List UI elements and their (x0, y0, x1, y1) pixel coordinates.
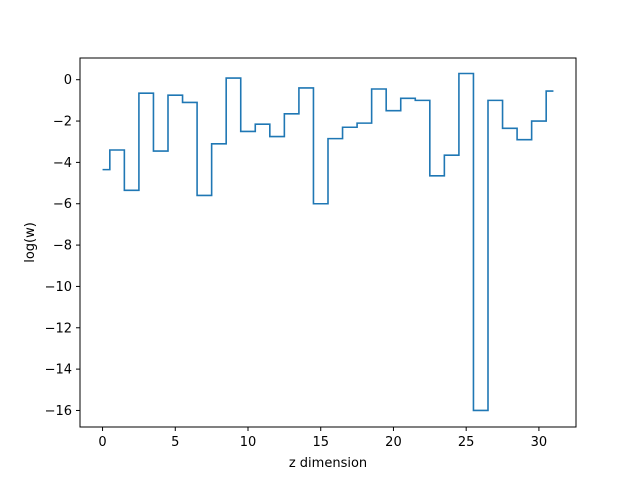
y-tick-label: −12 (45, 321, 72, 336)
y-tick-label: −14 (45, 363, 72, 378)
y-axis-ticks: 0 −2 −4 −6 −8 −10 −12 −14 −16 (45, 73, 80, 419)
x-tick-label: 0 (98, 435, 106, 450)
y-tick-label: −8 (53, 239, 72, 254)
x-tick-label: 30 (531, 435, 548, 450)
y-tick-label: −4 (53, 156, 72, 171)
y-tick-label: −6 (53, 197, 72, 212)
series-layer (102, 72, 554, 412)
plot-area (80, 58, 576, 427)
x-tick-label: 10 (240, 435, 257, 450)
y-tick-label: −2 (53, 115, 72, 130)
x-axis-label: z dimension (289, 456, 367, 471)
x-tick-label: 5 (171, 435, 179, 450)
y-axis-label: log(w) (23, 222, 38, 263)
x-tick-label: 25 (458, 435, 475, 450)
y-tick-label: −16 (45, 404, 72, 419)
y-tick-label: 0 (64, 73, 72, 88)
x-tick-label: 20 (385, 435, 402, 450)
x-tick-label: 15 (312, 435, 329, 450)
series-step-line (102, 72, 554, 412)
x-axis-ticks: 0 5 10 15 20 25 30 (98, 427, 547, 450)
y-tick-label: −10 (45, 280, 72, 295)
axes-frame (79, 57, 577, 428)
